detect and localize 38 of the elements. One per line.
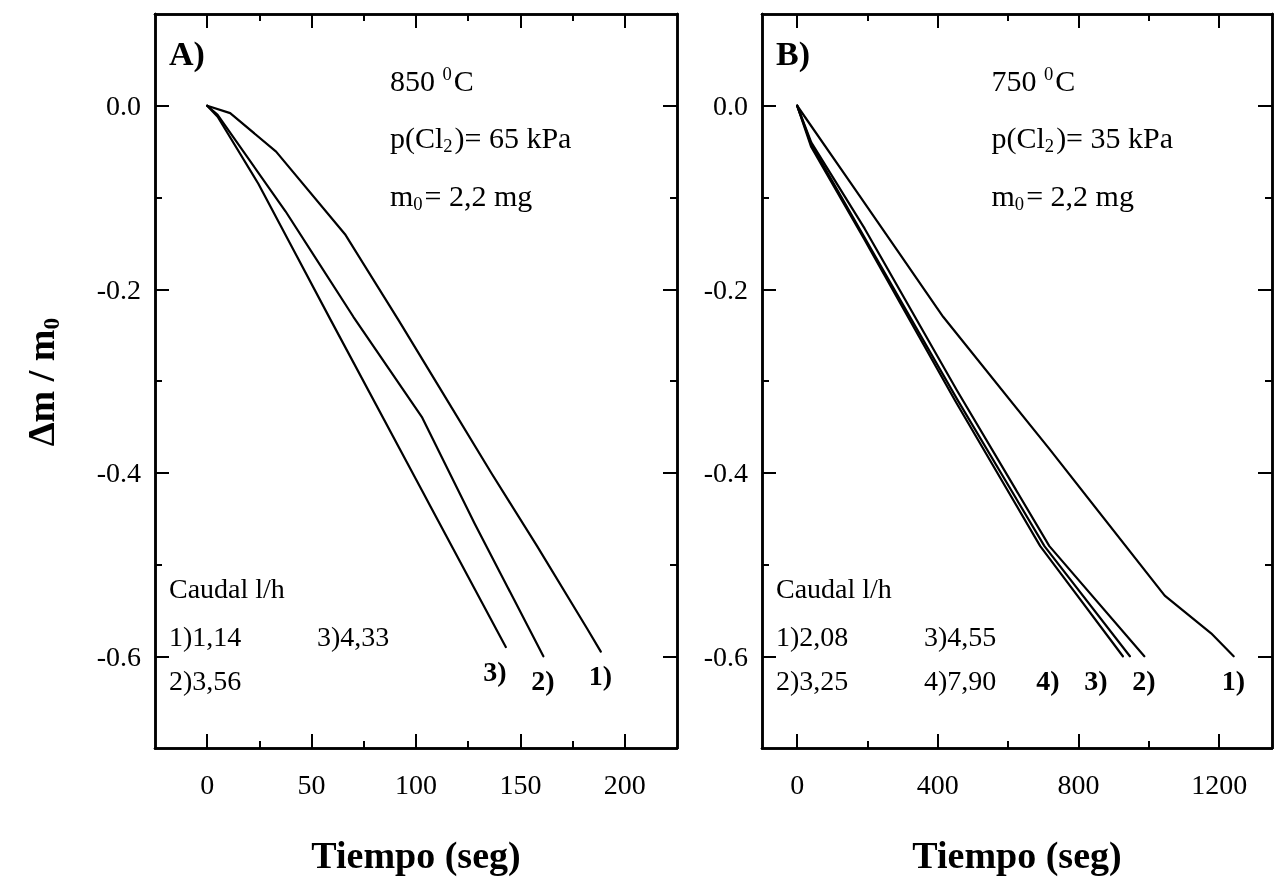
- text: B): [776, 34, 810, 73]
- y-tick-label: -0.2: [703, 273, 748, 305]
- legend-label: 1): [588, 660, 613, 692]
- text: A): [169, 34, 205, 73]
- x-axis-title: Tiempo (seg): [912, 834, 1122, 877]
- y-tick-label: -0.4: [96, 457, 141, 489]
- x-tick-label: 1200: [1191, 768, 1248, 800]
- series-label: 2): [1132, 664, 1156, 696]
- series-label: 4): [1036, 664, 1060, 696]
- x-tick-label: 0: [200, 768, 215, 800]
- annotation: Caudal l/h: [776, 572, 892, 604]
- y-tick-label: 0.0: [106, 90, 141, 122]
- y-tick-label: -0.4: [703, 457, 748, 489]
- x-axis-title: Tiempo (seg): [311, 834, 521, 877]
- x-tick-label: 100: [395, 768, 437, 800]
- series-label: 3): [483, 655, 507, 687]
- annotation: Caudal l/h: [169, 572, 285, 604]
- annotation: 2)3,25: [776, 664, 849, 696]
- y-tick-label: -0.2: [96, 273, 141, 305]
- annotation: 3)4,55: [924, 620, 997, 652]
- annotation: 3)4,33: [317, 620, 390, 652]
- series-label: 3): [1084, 664, 1108, 696]
- x-tick-label: 150: [499, 768, 542, 800]
- y-axis-title: Δm / m0: [19, 317, 64, 447]
- y-tick-label: 0.0: [713, 90, 748, 122]
- x-tick-label: 0: [790, 768, 805, 800]
- x-tick-label: 200: [603, 768, 646, 800]
- x-tick-label: 50: [297, 768, 326, 800]
- annotation: 1)2,08: [776, 620, 849, 652]
- x-tick-label: 800: [1057, 768, 1100, 800]
- x-tick-label: 400: [916, 768, 959, 800]
- legend-label: 1): [1221, 664, 1245, 696]
- annotation: 2)3,56: [169, 664, 242, 696]
- series-label: 2): [531, 664, 555, 696]
- y-tick-label: -0.6: [703, 640, 748, 672]
- annotation: 1)1,14: [169, 620, 242, 652]
- annotation: 4)7,90: [924, 664, 997, 696]
- y-tick-label: -0.6: [96, 640, 141, 672]
